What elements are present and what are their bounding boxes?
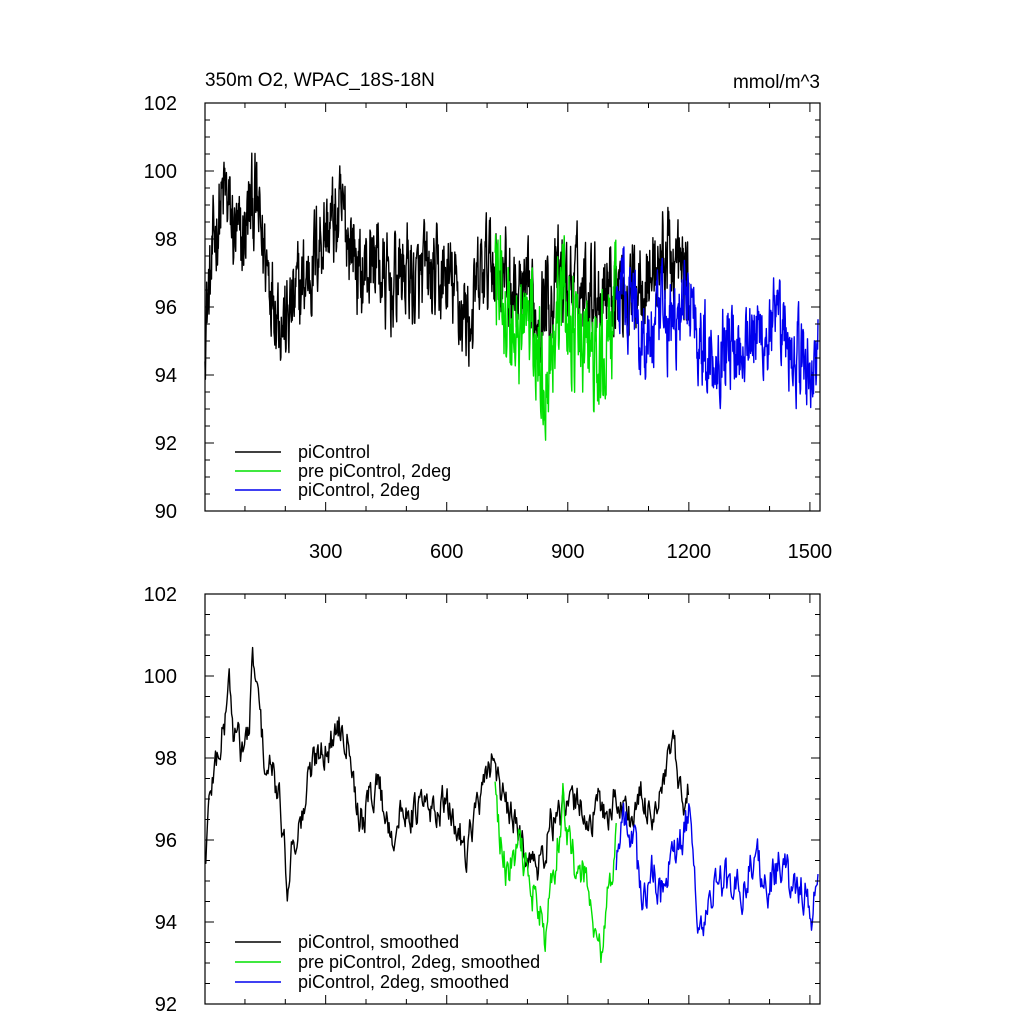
series-line-2 (494, 233, 617, 441)
y-tick-label: 96 (155, 297, 177, 319)
bottom-panel-series (204, 646, 819, 964)
x-tick-label: 900 (551, 541, 584, 563)
x-tick-label: 600 (430, 541, 463, 563)
series-line-3 (615, 802, 819, 937)
x-tick-label: 300 (309, 541, 342, 563)
y-tick-label: 96 (155, 830, 177, 852)
y-tick-label: 100 (144, 666, 177, 688)
top-panel: 350m O2, WPAC_18S-18N mmol/m^3 300 600 900… (144, 70, 833, 563)
bottom-panel-frame (204, 593, 821, 1005)
series-line-2 (494, 781, 617, 964)
top-panel-ticks: 300 600 900 1200 1500 90 92 94 96 98 100 102 (144, 93, 833, 563)
legend-label: pre piControl, 2deg, smoothed (298, 952, 540, 972)
y-tick-label: 94 (155, 365, 177, 387)
top-panel-frame (204, 102, 821, 512)
y-tick-label: 98 (155, 229, 177, 251)
y-tick-label: 102 (144, 93, 177, 115)
x-tick-label: 1500 (788, 541, 833, 563)
top-panel-units: mmol/m^3 (733, 72, 820, 93)
series-line-1 (204, 646, 690, 902)
y-tick-label: 100 (144, 161, 177, 183)
y-tick-label: 92 (155, 994, 177, 1016)
x-tick-label: 1200 (667, 541, 712, 563)
y-tick-label: 98 (155, 748, 177, 770)
bottom-panel-ticks: 92 94 96 98 100 102 (144, 584, 820, 1016)
legend-label: piControl (298, 442, 370, 462)
top-panel-series (204, 152, 819, 441)
top-panel-title: 350m O2, WPAC_18S-18N (205, 70, 435, 91)
y-tick-label: 102 (144, 584, 177, 606)
legend-label: pre piControl, 2deg (298, 461, 451, 481)
y-tick-label: 92 (155, 433, 177, 455)
series-line-3 (615, 246, 819, 410)
legend-label: piControl, 2deg, smoothed (298, 972, 509, 992)
legend-label: piControl, smoothed (298, 932, 459, 952)
y-tick-label: 94 (155, 912, 177, 934)
legend-label: piControl, 2deg (298, 480, 420, 500)
y-tick-label: 90 (155, 501, 177, 523)
